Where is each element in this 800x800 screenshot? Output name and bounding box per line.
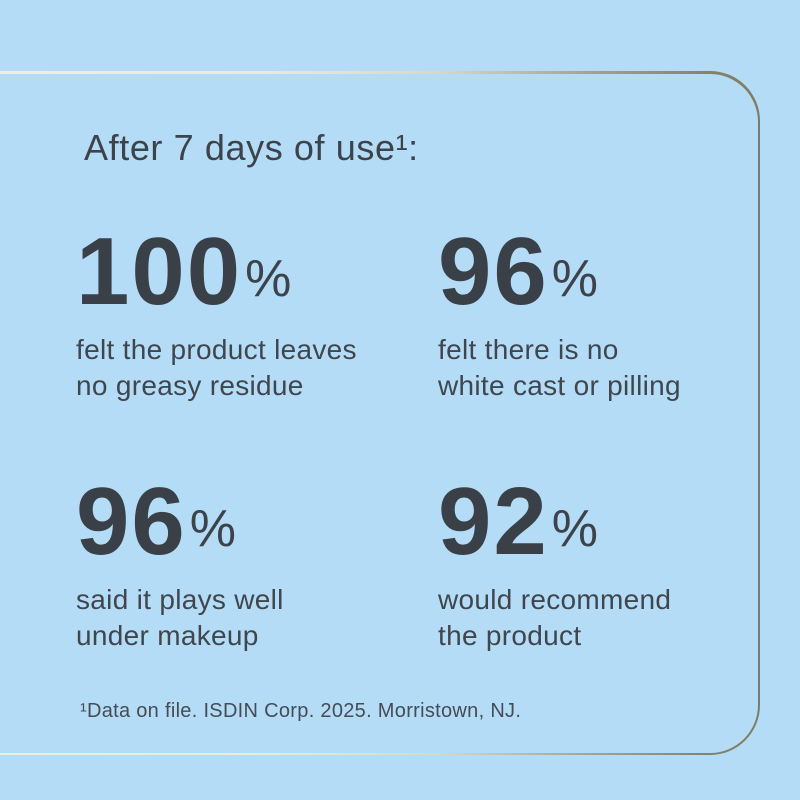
heading: After 7 days of use¹: bbox=[84, 127, 419, 168]
card-inner bbox=[0, 73, 758, 753]
stat-caption: would recommend the product bbox=[438, 583, 672, 651]
stat-value: 96 bbox=[438, 218, 549, 325]
percent-sign: % bbox=[551, 499, 599, 558]
stat-number: 96% bbox=[76, 474, 426, 577]
card-border bbox=[0, 71, 760, 755]
percent-sign: % bbox=[551, 249, 599, 308]
stat-block-white-cast: 96% felt there is no white cast or pilli… bbox=[438, 224, 788, 404]
stat-value: 100 bbox=[76, 218, 243, 325]
stat-caption: felt there is no white cast or pilling bbox=[438, 333, 681, 401]
stat-number: 100% bbox=[76, 224, 426, 327]
footnote: ¹Data on file. ISDIN Corp. 2025. Morrist… bbox=[80, 700, 522, 722]
percent-sign: % bbox=[189, 499, 237, 558]
stat-number: 92% bbox=[438, 474, 788, 577]
stat-value: 96 bbox=[76, 468, 187, 575]
stat-block-recommend: 92% would recommend the product bbox=[438, 474, 788, 654]
stat-caption: felt the product leaves no greasy residu… bbox=[76, 333, 357, 401]
stat-block-greasy-residue: 100% felt the product leaves no greasy r… bbox=[76, 224, 426, 404]
stat-number: 96% bbox=[438, 224, 788, 327]
percent-sign: % bbox=[245, 249, 292, 308]
stat-caption: said it plays well under makeup bbox=[76, 583, 284, 651]
stat-value: 92 bbox=[438, 468, 549, 575]
stat-block-under-makeup: 96% said it plays well under makeup bbox=[76, 474, 426, 654]
